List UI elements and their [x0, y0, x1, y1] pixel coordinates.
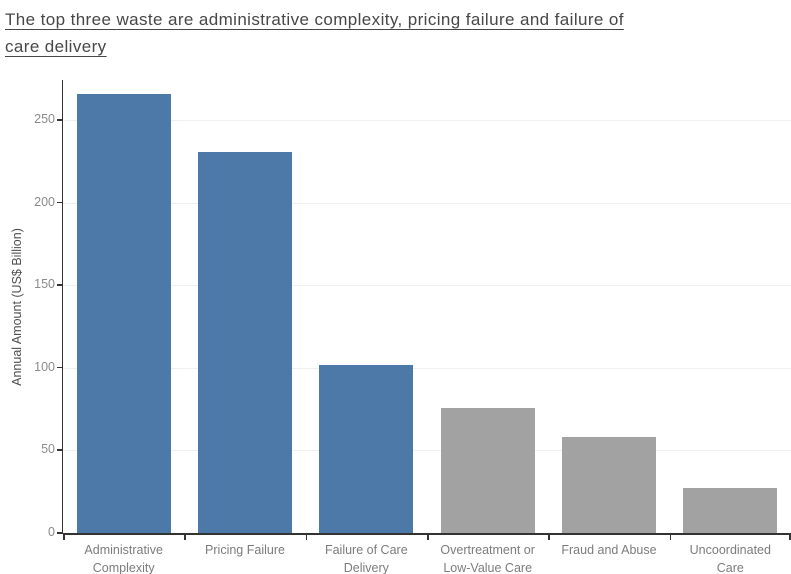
x-axis-label-line: Fraud and Abuse — [561, 543, 657, 557]
x-axis-tick — [789, 535, 791, 540]
bar-administrative-complexity[interactable] — [76, 94, 171, 533]
chart-title: The top three waste are administrative c… — [5, 6, 624, 60]
bar-fraud-and-abuse[interactable] — [562, 437, 656, 533]
bar-failure-of-care-delivery[interactable] — [319, 364, 414, 533]
gridline — [63, 202, 791, 204]
x-axis-label-line: Care — [716, 561, 744, 574]
bar-overtreatment-or-low-value-care[interactable] — [440, 407, 535, 533]
y-axis-tick — [57, 201, 63, 204]
x-axis-label-fraud-and-abuse: Fraud and Abuse — [548, 541, 669, 559]
y-tick-label: 0 — [48, 525, 55, 539]
gridline — [63, 367, 791, 369]
chart-title-row-1: The top three waste are administrative c… — [5, 6, 624, 33]
y-axis-tick — [57, 119, 63, 121]
gridline — [63, 120, 791, 122]
x-axis-label-line: Failure of Care — [324, 543, 408, 557]
x-axis-label-line: Complexity — [92, 561, 155, 574]
y-tick-label: 150 — [34, 277, 55, 292]
x-axis-tick — [427, 535, 429, 540]
x-axis-label-uncoordinated-care: Uncoordinated Care — [670, 541, 791, 574]
gridline — [63, 450, 791, 452]
x-axis-label-line: Pricing Failure — [205, 543, 285, 557]
x-axis-label-administrative-complexity: Administrative Complexity — [63, 541, 184, 574]
gridline — [63, 285, 791, 287]
x-axis-label-line: Delivery — [343, 561, 389, 574]
x-axis-tick — [669, 535, 672, 540]
y-axis-tick — [57, 366, 63, 369]
x-axis-tick — [548, 535, 550, 540]
bar-uncoordinated-care[interactable] — [683, 488, 778, 533]
y-tick-label: 250 — [34, 112, 55, 127]
bar-pricing-failure[interactable] — [198, 151, 292, 533]
x-axis-tick — [305, 535, 308, 540]
chart-title-row-2: care delivery — [5, 33, 624, 60]
x-axis-label-failure-of-care-delivery: Failure of Care Delivery — [306, 541, 427, 574]
x-axis-label-line: Overtreatment or — [440, 543, 535, 557]
y-tick-label: 100 — [34, 359, 55, 374]
chart-title-line-1: The top three waste are administrative c… — [5, 10, 624, 29]
x-axis-label-line: Administrative — [84, 543, 163, 557]
x-axis-label-line: Uncoordinated — [689, 543, 771, 557]
x-axis-label-overtreatment-or-low-value-care: Overtreatment or Low-Value Care — [427, 541, 548, 574]
y-axis-line — [61, 80, 63, 533]
y-axis-tick — [57, 449, 63, 451]
y-tick-label: 50 — [41, 442, 55, 457]
x-axis-line — [63, 533, 791, 535]
y-axis-tick — [57, 532, 63, 534]
y-tick-label: 200 — [34, 194, 55, 209]
x-axis-tick — [63, 535, 65, 540]
x-axis-label-pricing-failure: Pricing Failure — [184, 541, 305, 559]
y-axis-tick — [57, 284, 63, 286]
x-axis-tick — [184, 535, 186, 540]
chart-title-line-2: care delivery — [5, 37, 107, 56]
x-axis-label-line: Low-Value Care — [443, 561, 533, 574]
